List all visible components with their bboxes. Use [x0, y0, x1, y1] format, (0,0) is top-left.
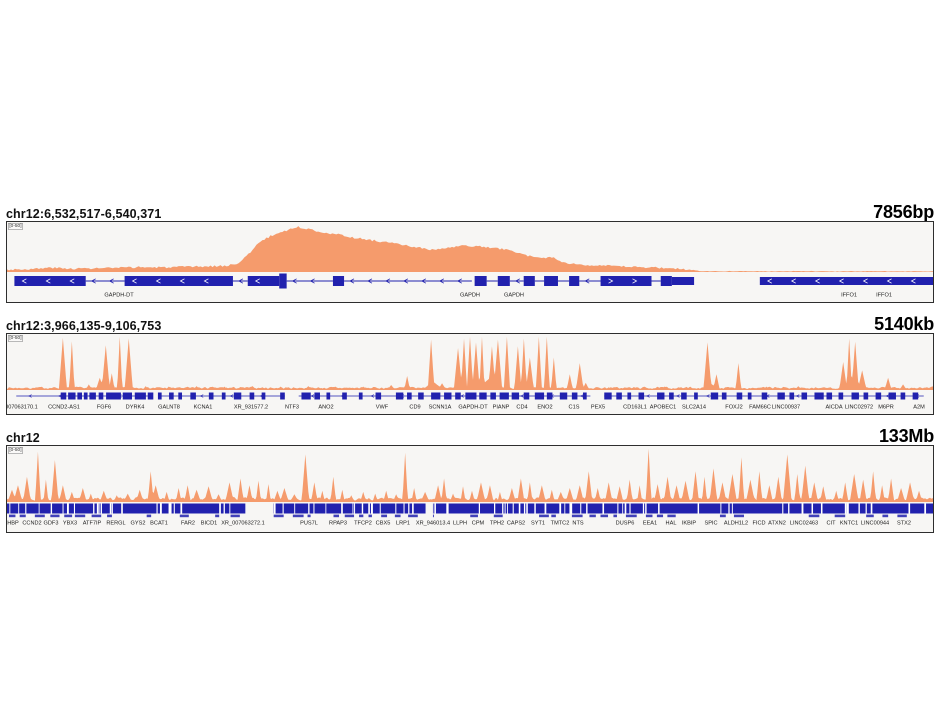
track-panel-mb: chr12 133Mb [0-50] HBP CCND2 GDF3 YBX3 ATF7I…	[6, 420, 934, 533]
gene-label: LRP1	[396, 520, 411, 527]
track-header: chr12:6,532,517-6,540,371 7856bp	[6, 196, 934, 221]
gene-label: RERGL	[106, 520, 126, 527]
gene-label: M6PR	[877, 404, 894, 411]
gene-label: IFFO1	[875, 292, 892, 299]
gene-label: CCND2-AS1	[48, 404, 81, 411]
gene-label: DYRK4	[125, 404, 145, 411]
peak-signal-plot	[7, 448, 933, 502]
gene-label: FGF6	[97, 404, 112, 411]
gene-label: YBX3	[62, 520, 78, 527]
gene-label: TPH2	[489, 520, 505, 527]
gene-label: KCNA1	[193, 404, 213, 411]
gene-label: TMTC2	[550, 520, 570, 527]
gene-label: KNTC1	[839, 520, 858, 527]
gene-label: SLC2A14	[682, 404, 707, 411]
gene-label: DUSP6	[615, 520, 634, 527]
gene-label: GYS2	[131, 520, 146, 527]
gene-label: TFCP2	[353, 520, 372, 527]
gene-label: CD4	[516, 404, 528, 411]
peak-signal-plot	[7, 336, 933, 390]
gene-label: CD9	[409, 404, 421, 411]
coverage-signal-plot	[7, 226, 933, 272]
gene-label: RPAP3	[328, 520, 347, 527]
gene-label: LINC00937	[771, 404, 800, 411]
gene-label: C1S	[568, 404, 580, 411]
gene-label: AICDA	[825, 404, 843, 411]
gene-labels-row: GAPDH-DT GAPDH GAPDH IFFO1 IFFO1	[7, 290, 933, 302]
gene-labels-row: XR_007063170.1 CCND2-AS1 FGF6 DYRK4 GALNT8 KC…	[7, 402, 933, 414]
gene-annotation-row	[16, 392, 924, 400]
gene-label: IFFO1	[840, 292, 857, 299]
gene-label: NTF3	[285, 404, 300, 411]
track-panel-kb: chr12:3,966,135-9,106,753 5140kb [0-50] …	[6, 308, 934, 415]
gene-label: CIT	[826, 520, 836, 527]
gene-label: SPIC	[704, 520, 718, 527]
gene-label: CD163L1	[622, 404, 647, 411]
gene-label: APOBEC1	[649, 404, 676, 411]
gene-label: PUS7L	[300, 520, 318, 527]
gene-label: GAPDH-DT	[458, 404, 488, 411]
gene-label: EEA1	[642, 520, 657, 527]
gene-label: XR_007063170.1	[7, 404, 39, 411]
gene-label: ALDH1L2	[723, 520, 748, 527]
gene-label: BICD1	[200, 520, 218, 527]
gene-label: GAPDH	[460, 292, 480, 299]
track-header: chr12 133Mb	[6, 420, 934, 445]
gene-label: FAR2	[181, 520, 196, 527]
gene-label: GALNT8	[158, 404, 180, 411]
region-title: chr12	[6, 431, 40, 445]
scale-range-label: [0-50]	[8, 223, 23, 230]
gene-label: IKBIP	[682, 520, 697, 527]
gene-label: ATF7IP	[82, 520, 102, 527]
track-box: [0-50] GAPDH-DT GAPDH GAPDH IFFO1 IFFO1	[6, 221, 934, 303]
scale-range-label: [0-50]	[8, 335, 23, 342]
gene-label: LINC02972	[844, 404, 874, 411]
gene-label: GAPDH-DT	[104, 292, 134, 299]
gene-label: PEX5	[590, 404, 605, 411]
span-label: 133Mb	[878, 426, 934, 446]
gene-label: SYT1	[530, 520, 545, 527]
gene-labels-row: HBP CCND2 GDF3 YBX3 ATF7IP RERGL GYS2 BCAT1 FAR2…	[7, 518, 933, 532]
scale-range-label: [0-50]	[8, 447, 23, 454]
gene-label: CPM	[472, 520, 485, 527]
track-header: chr12:3,966,135-9,106,753 5140kb	[6, 308, 934, 333]
gene-label: STX2	[897, 520, 912, 527]
gene-label: ENO2	[537, 404, 553, 411]
gene-label: HBP	[7, 520, 19, 527]
gene-label: XR_946013.4	[415, 520, 451, 527]
region-title: chr12:3,966,135-9,106,753	[6, 319, 162, 333]
gene-label: LINC02463	[790, 520, 819, 527]
gene-label: ANO2	[318, 404, 335, 411]
gene-label: GAPDH	[503, 292, 524, 299]
gene-annotation-row	[14, 273, 933, 289]
span-label: 5140kb	[874, 314, 934, 334]
region-title: chr12:6,532,517-6,540,371	[6, 207, 162, 221]
gene-label: GDF3	[43, 520, 59, 527]
gene-label: ATXN2	[768, 520, 787, 527]
gene-label: LINC00944	[860, 520, 889, 527]
gene-label: SCNN1A	[428, 404, 452, 411]
track-box: [0-50] XR_007063170.1 CCND2-AS1 FGF6 DYRK4 G…	[6, 333, 934, 415]
gene-label: NTS	[572, 520, 584, 527]
gene-density-band	[7, 502, 933, 518]
gene-label: XR_931577.2	[233, 404, 268, 411]
track-panel-bp: chr12:6,532,517-6,540,371 7856bp [0-50] …	[6, 196, 934, 303]
gene-label: FICD	[752, 520, 766, 527]
gene-label: VWF	[375, 404, 389, 411]
gene-label: FAM66C	[748, 404, 771, 411]
gene-label: CAPS2	[507, 520, 526, 527]
span-label: 7856bp	[873, 202, 934, 222]
gene-label: CCND2	[22, 520, 42, 527]
gene-label: XR_007063272.1	[221, 520, 265, 527]
gene-label: FOXJ2	[725, 404, 743, 411]
gene-label: LLPH	[452, 520, 467, 527]
gene-label: PIANP	[492, 404, 509, 411]
gene-label: A2M	[913, 404, 925, 411]
track-box: [0-50] HBP CCND2 GDF3 YBX3 ATF7IP RERGL GYS2 BC…	[6, 445, 934, 533]
gene-label: HAL	[665, 520, 677, 527]
gene-label: CBX5	[375, 520, 391, 527]
gene-label: BCAT1	[150, 520, 168, 527]
